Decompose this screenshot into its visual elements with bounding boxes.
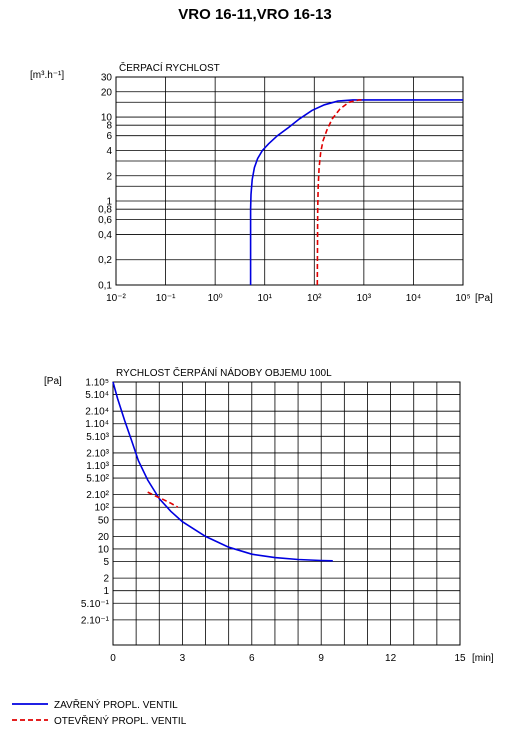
x-tick-label: 3 xyxy=(180,653,186,664)
legend-label-open: OTEVŘENÝ PROPL. VENTIL xyxy=(54,714,187,727)
pumping-speed-chart: 10⁻² 10⁻¹ 10⁰ 10¹ 10² 10³ 10⁴ 10⁵ 0,1 0,2 0,4 0,60,… xyxy=(30,61,493,304)
legend-label-closed: ZAVŘENÝ PROPL. VENTIL xyxy=(54,698,178,711)
plot-frame xyxy=(115,76,464,286)
x-tick-label: 10⁴ xyxy=(406,293,421,304)
x-tick-label: 12 xyxy=(385,653,397,664)
y-tick-label: 1 xyxy=(103,586,109,597)
y-tick-label: 0,2 xyxy=(98,255,112,266)
chart-title: ČERPACÍ RYCHLOST xyxy=(119,61,220,74)
x-tick-label: 10⁻² xyxy=(106,293,126,304)
vessel-pumpdown-chart: 0 3 6 9 12 151.10⁵5.10⁴2.10⁴1.10⁴5.10³2.10³1.… xyxy=(44,366,494,664)
x-tick-label: 10⁰ xyxy=(208,293,223,304)
y-tick-label: 20 xyxy=(98,532,110,543)
y-tick-label: 4 xyxy=(106,146,112,157)
y-tick-label: 5.10⁴ xyxy=(85,390,109,401)
series-line-open xyxy=(147,491,179,508)
legend: ZAVŘENÝ PROPL. VENTIL OTEVŘENÝ PROPL. VEN… xyxy=(12,698,187,727)
y-axis-label: [m³.h⁻¹] xyxy=(30,70,64,81)
y-tick-label: 2.10³ xyxy=(86,448,109,459)
y-tick-label: 0,4 xyxy=(98,230,112,241)
plot-frame xyxy=(112,381,461,646)
y-tick-label: 0,8 xyxy=(98,205,112,216)
y-tick-label: 30 xyxy=(101,73,113,84)
y-tick-label: 10 xyxy=(98,544,110,555)
y-tick-label: 2.10⁻¹ xyxy=(81,615,110,626)
y-tick-label: 0,1 xyxy=(98,281,112,292)
y-tick-label: 20 xyxy=(101,87,113,98)
x-tick-label: 6 xyxy=(249,653,255,664)
series-line-closed xyxy=(112,381,333,562)
y-tick-label: 2.10² xyxy=(86,490,109,501)
x-tick-label: 10⁻¹ xyxy=(156,293,176,304)
series-line-open xyxy=(316,99,364,286)
y-tick-label: 0,6 xyxy=(98,215,112,226)
y-tick-label: 10² xyxy=(95,503,110,514)
x-tick-label: 10¹ xyxy=(257,293,272,304)
y-tick-label: 10 xyxy=(101,113,113,124)
y-tick-label: 2.10⁴ xyxy=(85,407,109,418)
x-tick-label: 9 xyxy=(318,653,324,664)
y-tick-label: 8 xyxy=(106,121,112,132)
y-tick-label: 5.10⁻¹ xyxy=(81,599,110,610)
y-tick-label: 1.10⁴ xyxy=(85,419,109,430)
series-line-closed xyxy=(249,99,463,285)
x-tick-label: 15 xyxy=(454,653,466,664)
x-axis-label: [min] xyxy=(472,653,494,664)
x-tick-label: 10³ xyxy=(357,293,372,304)
page-title: VRO 16-11,VRO 16-13 xyxy=(178,6,332,23)
y-tick-label: 6 xyxy=(106,131,112,142)
y-tick-label: 2 xyxy=(103,574,109,585)
x-tick-label: 10² xyxy=(307,293,322,304)
y-tick-label: 5 xyxy=(103,557,109,568)
chart-title: RYCHLOST ČERPÁNÍ NÁDOBY OBJEMU 100L xyxy=(116,366,332,379)
x-tick-label: 0 xyxy=(110,653,116,664)
y-tick-label: 1.10⁵ xyxy=(85,378,109,389)
y-axis-label: [Pa] xyxy=(44,376,62,387)
y-tick-label: 1 xyxy=(106,197,112,208)
y-tick-label: 50 xyxy=(98,515,110,526)
y-tick-label: 2 xyxy=(106,171,112,182)
y-tick-label: 1.10³ xyxy=(86,461,109,472)
y-tick-label: 5.10³ xyxy=(86,432,109,443)
y-tick-label: 5.10² xyxy=(86,474,109,485)
x-tick-label: 10⁵ xyxy=(455,293,470,304)
x-axis-label: [Pa] xyxy=(475,293,493,304)
